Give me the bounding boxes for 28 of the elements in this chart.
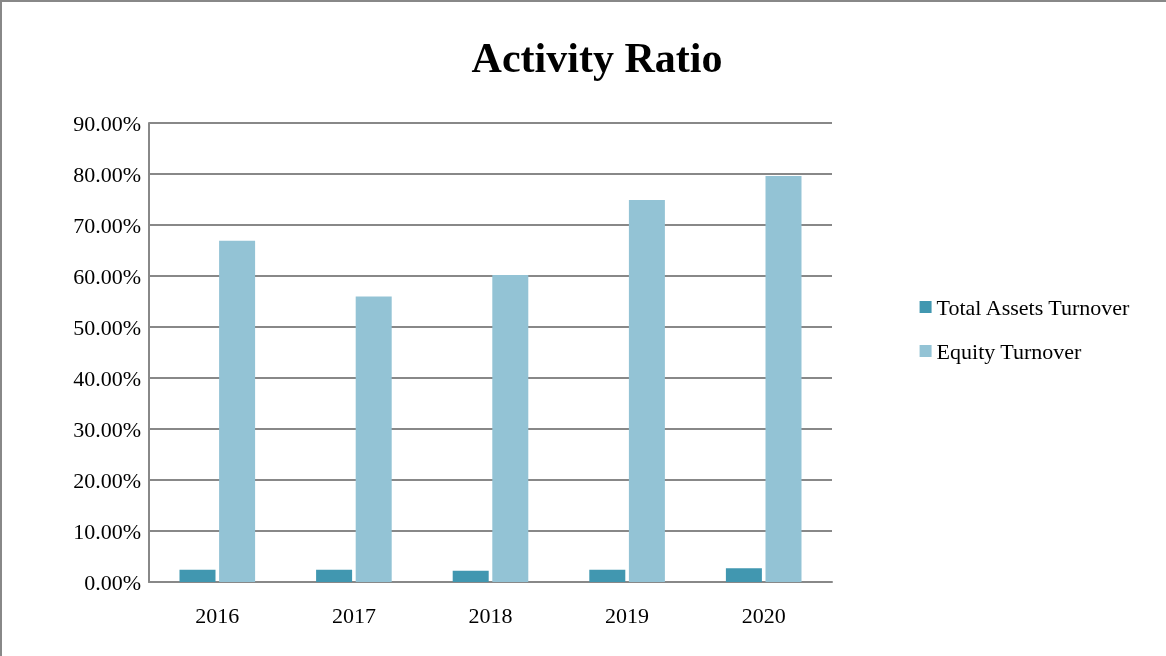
bar	[492, 274, 529, 582]
chart-title: Activity Ratio	[471, 35, 723, 81]
x-tick-label: 2016	[195, 602, 240, 628]
bar	[589, 569, 626, 582]
y-tick-label: 0.00%	[84, 569, 141, 595]
bar	[316, 569, 353, 582]
bar	[219, 240, 256, 582]
bar	[452, 570, 489, 582]
y-tick-label: 60.00%	[73, 263, 141, 289]
x-tick-label: 2020	[741, 602, 786, 628]
bar	[628, 200, 665, 582]
bar	[355, 296, 392, 582]
bar	[725, 568, 762, 582]
x-tick-label: 2017	[331, 602, 376, 628]
bar	[765, 176, 802, 582]
y-tick-label: 50.00%	[73, 314, 141, 340]
y-tick-label: 20.00%	[73, 467, 141, 493]
x-tick-label: 2019	[605, 602, 650, 628]
y-tick-label: 70.00%	[73, 212, 141, 238]
legend-label: Equity Turnover	[936, 338, 1083, 364]
y-tick-label: 80.00%	[73, 161, 141, 187]
bar	[179, 569, 216, 582]
y-tick-label: 40.00%	[73, 365, 141, 391]
y-tick-label: 30.00%	[73, 416, 141, 442]
y-tick-label: 90.00%	[73, 110, 141, 136]
y-tick-label: 10.00%	[73, 518, 141, 544]
legend-label: Total Assets Turnover	[936, 294, 1131, 320]
x-tick-label: 2018	[468, 602, 513, 628]
